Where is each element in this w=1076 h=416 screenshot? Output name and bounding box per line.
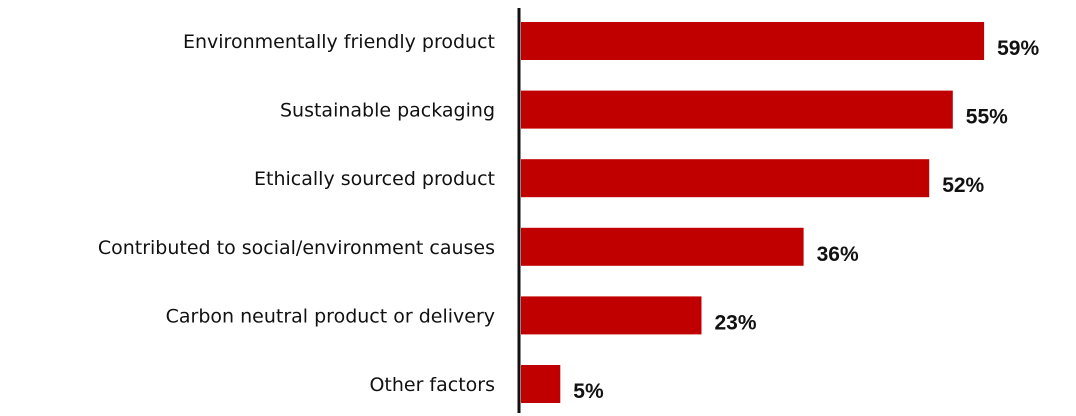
value-label: 55% [966,106,1008,129]
value-label: 52% [942,174,984,197]
category-labels-group: Environmentally friendly product Sustaina… [98,31,495,396]
value-label: 5% [573,380,604,403]
bar [521,227,804,266]
category-label: Contributed to social/environment causes [98,237,495,259]
category-label: Sustainable packaging [280,100,495,122]
bars-group [521,22,985,403]
value-labels-group: 59% 55% 52% 36% 23% 5% [573,37,1039,403]
bar [521,22,985,60]
bar [521,365,561,403]
bar [521,296,702,335]
value-label: 36% [817,243,859,266]
category-label: Environmentally friendly product [183,31,495,53]
value-label: 23% [715,311,757,334]
bar [521,90,953,129]
category-label: Ethically sourced product [254,168,495,190]
category-label: Carbon neutral product or delivery [166,305,495,327]
bar [521,159,930,198]
value-label: 59% [997,37,1039,60]
category-label: Other factors [369,374,495,396]
